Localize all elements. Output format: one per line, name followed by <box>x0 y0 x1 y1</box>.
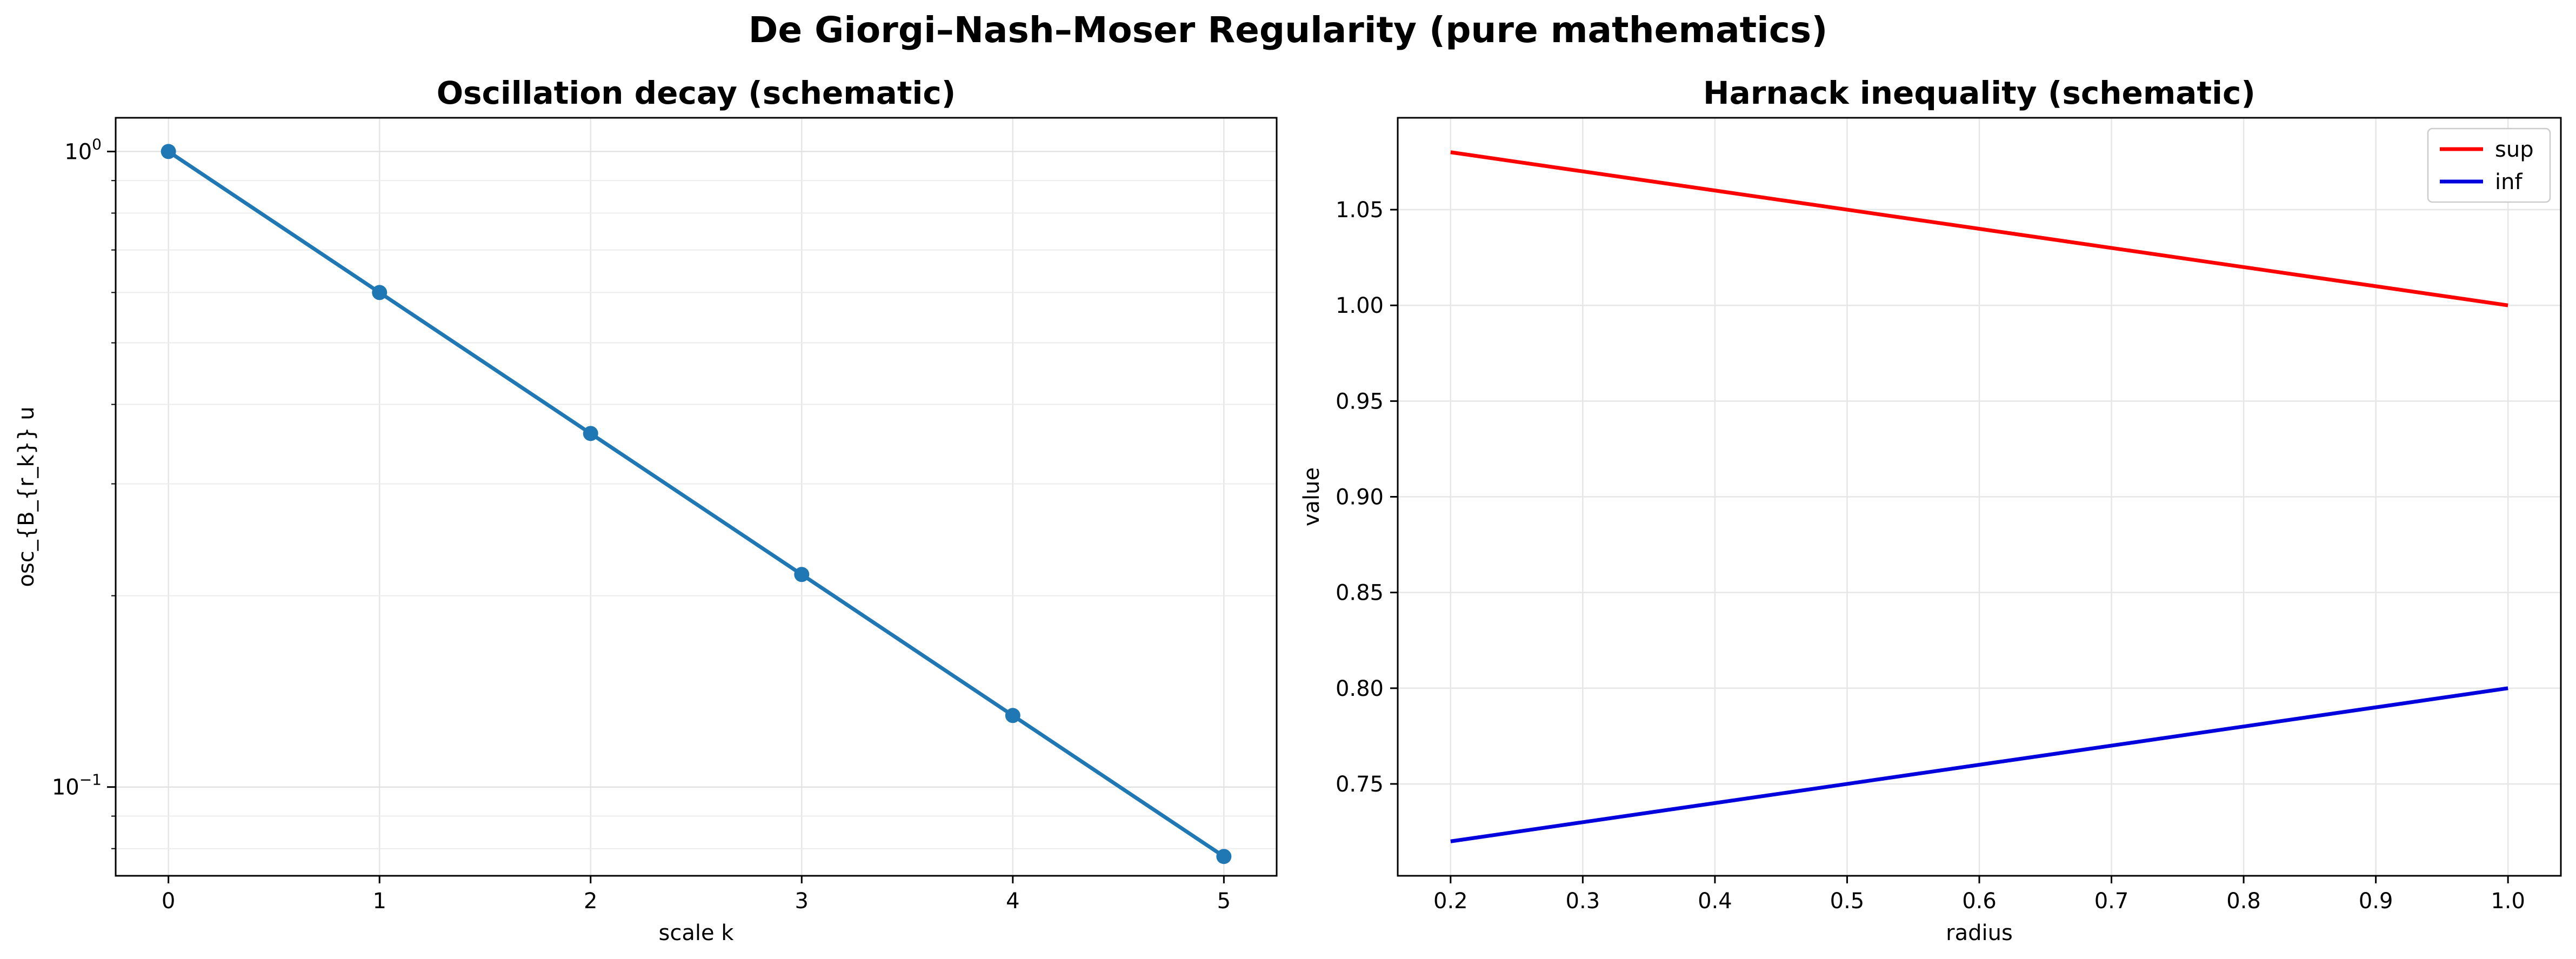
y-tick-label: 0.90 <box>1336 485 1384 510</box>
figure-suptitle: De Giorgi–Nash–Moser Regularity (pure ma… <box>749 9 1828 51</box>
y-tick-exponent: 0 <box>92 135 102 153</box>
legend-label-inf: inf <box>2495 170 2522 195</box>
y-axis-label: value <box>1299 467 1324 526</box>
y-tick-label: 10−1 <box>52 771 102 800</box>
x-tick-label: 0.4 <box>1698 889 1732 914</box>
x-tick-label: 3 <box>795 889 809 914</box>
legend-box <box>2427 128 2551 203</box>
legend-label-sup: sup <box>2495 137 2534 162</box>
data-point <box>161 144 176 159</box>
data-point <box>372 285 388 300</box>
series-line-oscillation <box>167 150 1225 859</box>
series-line-inf <box>1450 686 2508 843</box>
y-tick-label: 0.85 <box>1336 581 1384 606</box>
x-tick-label: 0.6 <box>1962 889 1997 914</box>
x-axis-label: radius <box>1946 921 2013 945</box>
x-tick-label: 4 <box>1006 889 1019 914</box>
x-tick-label: 0.8 <box>2226 889 2261 914</box>
axes-frame <box>115 117 1278 877</box>
x-tick-label: 1 <box>372 889 386 914</box>
y-axis-label: osc_{B_{r_k}} u <box>14 406 39 587</box>
x-tick-label: 0 <box>162 889 175 914</box>
y-tick-label: 0.75 <box>1336 772 1384 797</box>
data-point <box>794 567 810 582</box>
data-point <box>583 426 598 441</box>
y-tick-exponent: −1 <box>79 771 102 789</box>
x-tick-label: 5 <box>1217 889 1231 914</box>
x-tick-label: 0.2 <box>1433 889 1468 914</box>
x-tick-label: 2 <box>584 889 597 914</box>
y-tick-base: 10 <box>64 139 92 164</box>
x-tick-label: 0.3 <box>1566 889 1600 914</box>
y-tick-label: 0.80 <box>1336 676 1384 701</box>
data-point <box>1216 849 1232 864</box>
axes-title: Harnack inequality (schematic) <box>1703 75 2255 111</box>
series-line-sup <box>1450 150 2508 307</box>
x-tick-label: 0.9 <box>2359 889 2393 914</box>
x-tick-label: 1.0 <box>2491 889 2525 914</box>
x-tick-label: 0.7 <box>2094 889 2129 914</box>
data-point <box>1005 708 1020 723</box>
y-tick-label: 1.00 <box>1336 293 1384 318</box>
y-tick-base: 10 <box>52 775 79 800</box>
x-axis-label: scale k <box>659 921 735 945</box>
y-tick-label: 100 <box>64 135 102 164</box>
y-tick-label: 1.05 <box>1336 198 1384 223</box>
y-tick-label: 0.95 <box>1336 389 1384 414</box>
axes-title: Oscillation decay (schematic) <box>437 75 956 111</box>
x-tick-label: 0.5 <box>1830 889 1865 914</box>
